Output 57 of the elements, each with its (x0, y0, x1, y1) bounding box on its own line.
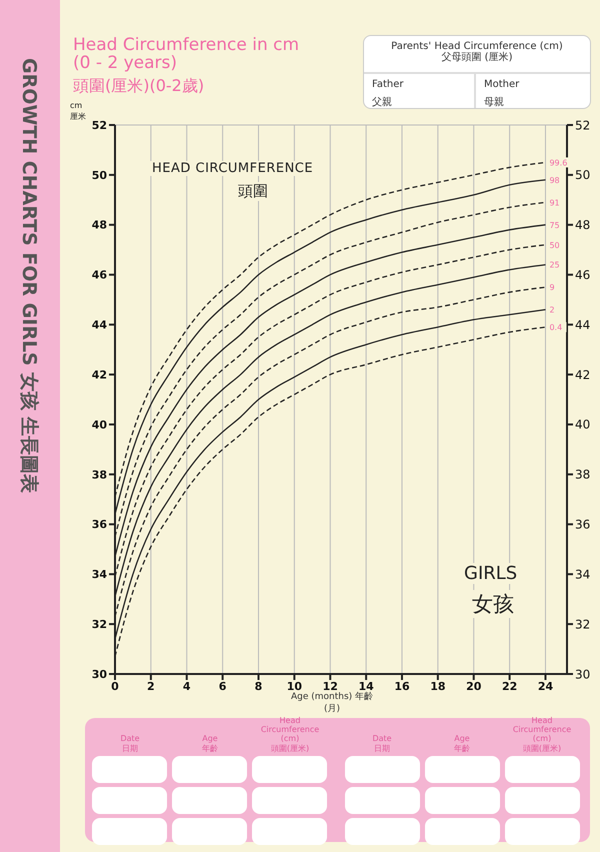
annotation: HEAD CIRCUMFERENCE (148, 161, 318, 176)
series-label: 9 (549, 283, 555, 292)
series-label: 98 (549, 176, 560, 185)
y-tick-label: 42 (92, 368, 107, 382)
series-label: 50 (549, 240, 560, 250)
x-tick-label: 22 (502, 680, 518, 693)
y-tick-label: 48 (92, 218, 107, 232)
y-tick-label: 52 (92, 118, 107, 132)
y-tick-label: 30 (92, 668, 108, 681)
y2-tick-label: 38 (575, 468, 590, 482)
y2-tick-label: 52 (575, 118, 590, 132)
x-tick-label: 18 (430, 680, 446, 693)
series-label: 75 (549, 220, 560, 230)
annotation: 頭圍 (236, 182, 270, 201)
y-tick-label: 32 (92, 618, 107, 631)
y2-tick-label: 46 (575, 268, 590, 282)
y-tick-label: 50 (92, 168, 108, 182)
y-tick-label: 36 (92, 518, 108, 532)
y-tick-label: 34 (92, 568, 108, 582)
x-tick-label: 24 (538, 680, 554, 693)
series-label: 91 (549, 198, 560, 208)
y-tick-label: 44 (92, 318, 108, 332)
y2-tick-label: 42 (575, 368, 590, 382)
y2-tick-label: 30 (575, 667, 590, 682)
y2-tick-label: 44 (575, 318, 590, 332)
x-tick-label: 0 (111, 680, 120, 693)
series-label: 2 (549, 306, 555, 315)
y-tick-label: 38 (92, 468, 107, 482)
x-tick-label: 4 (182, 680, 191, 693)
y-tick-label: 40 (92, 418, 108, 432)
y-axis-title: cm 厘米 (70, 100, 87, 122)
chart-subtitle: 頭圍(厘米)(0-2歲) (73, 76, 204, 97)
x-tick-label: 2 (147, 680, 155, 693)
series-label: 99.6 (549, 158, 568, 168)
x-tick-label: 6 (218, 680, 227, 693)
x-tick-label: 20 (466, 680, 482, 693)
x-tick-label: 12 (322, 680, 338, 693)
x-tick-label: 10 (286, 680, 302, 693)
y2-tick-label: 36 (575, 518, 590, 532)
annotation: GIRLS (460, 563, 522, 584)
y-tick-label: 46 (92, 268, 108, 282)
y2-tick-label: 34 (575, 567, 590, 582)
x-tick-label: 14 (358, 680, 374, 693)
y2-tick-label: 32 (575, 617, 590, 632)
series-label: 25 (549, 260, 560, 270)
y2-tick-label: 48 (575, 218, 590, 232)
annotation: 女孩 (470, 590, 516, 618)
x-tick-label: 16 (394, 680, 410, 693)
parents-form: Parents' Head Circumference (cm) 父母頭圍 (厘米) Father 父親 Mother 母親 (363, 35, 591, 109)
x-tick-label: 8 (254, 680, 262, 693)
chart-title: Head Circumference in cm (0 - 2 years) (73, 35, 300, 73)
record-form: Date 日期 Age 年齡 Head Circumference (cm) 頭圍(厘米) Date 日期 Age 年齡 Head Circumference (cm) 頭圍(厘米) (85, 718, 590, 842)
y2-tick-label: 40 (575, 418, 590, 432)
text: GROWTH CHARTS FOR GIRLS 女孩 生長圖表 (17, 58, 41, 494)
series-label: 0.4 (549, 323, 562, 332)
y2-tick-label: 50 (575, 168, 590, 182)
x-axis-title: Age (months) 年齡(月) (290, 691, 374, 715)
